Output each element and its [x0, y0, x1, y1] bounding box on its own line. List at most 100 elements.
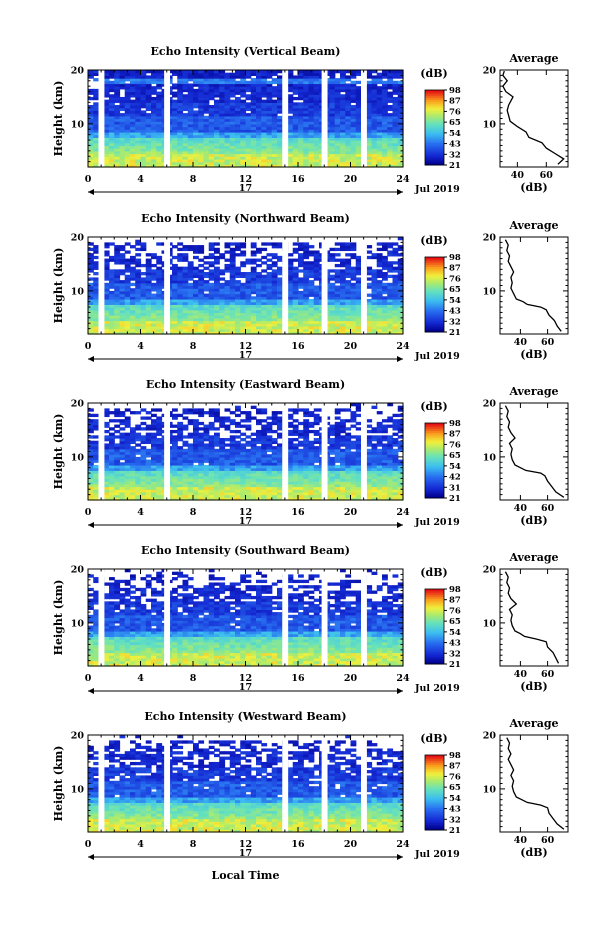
heatmap-cells	[88, 403, 404, 501]
x-tick-label: 20	[344, 673, 358, 684]
x-tick-label: 0	[85, 839, 92, 850]
profile-line	[504, 239, 562, 332]
panel-title: Echo Intensity (Vertical Beam)	[150, 45, 340, 58]
data-gap	[361, 237, 367, 334]
profile-x-tick-label: 40	[514, 835, 528, 846]
day-span-arrow	[397, 189, 403, 195]
x-tick-label: 20	[344, 839, 358, 850]
profile-x-label: (dB)	[520, 514, 547, 527]
data-gap	[98, 735, 105, 832]
panel-3: Echo Intensity (Eastward Beam) 0 4 8 12 16 20 2…	[52, 378, 569, 528]
y-tick-label: 10	[71, 286, 85, 297]
colorbar-tick-label: 21	[449, 328, 461, 338]
data-gap	[98, 569, 105, 666]
x-tick-label: 8	[190, 174, 197, 185]
profile-title: Average	[508, 717, 558, 730]
colorbar-tick-label: 87	[449, 596, 461, 606]
colorbar-tick-label: 87	[449, 430, 461, 440]
data-gap	[98, 237, 105, 334]
profile-x-tick-label: 40	[514, 503, 528, 514]
heatmap-cells	[88, 735, 404, 833]
x-tick-label: 4	[137, 507, 144, 518]
colorbar-tick-label: 65	[449, 285, 461, 295]
data-gap	[321, 403, 328, 500]
panel-title: Echo Intensity (Southward Beam)	[141, 544, 350, 557]
panel-5: Echo Intensity (Westward Beam) 0 4 8 12 16 20 2…	[52, 710, 569, 860]
x-tick-label: 16	[291, 839, 305, 850]
profile-x-label: (dB)	[520, 348, 547, 361]
day-span-arrow	[88, 356, 94, 362]
day-span-arrow	[88, 688, 94, 694]
profile-x-tick-label: 40	[514, 669, 528, 680]
x-tick-label: 12	[239, 507, 252, 518]
x-tick-label: 24	[396, 839, 410, 850]
profile-x-tick-label: 40	[511, 170, 525, 181]
y-tick-label: 10	[71, 784, 85, 795]
panel-4: Echo Intensity (Southward Beam) 0 4 8 12 16 20…	[52, 544, 569, 694]
date-label: Jul 2019	[414, 184, 460, 195]
panel-title: Echo Intensity (Eastward Beam)	[146, 378, 345, 391]
x-tick-label: 24	[396, 341, 410, 352]
profile-x-label: (dB)	[520, 181, 547, 194]
day-label: 17	[239, 516, 252, 527]
colorbar-tick-label: 54	[449, 296, 461, 306]
colorbar-tick-label: 65	[449, 451, 461, 461]
colorbar-tick-label: 32	[449, 150, 461, 160]
y-axis-label: Height (km)	[52, 580, 65, 656]
profile-frame	[499, 402, 569, 501]
colorbar-tick-label: 32	[449, 815, 461, 825]
colorbar-frame	[424, 422, 445, 499]
colorbar-tick-label: 21	[449, 494, 461, 504]
profile-line	[504, 571, 560, 664]
day-label: 17	[239, 183, 252, 194]
profile-x-tick-label: 60	[541, 503, 555, 514]
profile-x-label: (dB)	[520, 846, 547, 859]
day-span-arrow	[88, 522, 94, 528]
colorbar-tick-label: 76	[449, 107, 461, 117]
colorbar-tick-label: 98	[449, 253, 461, 263]
profile-x-tick-label: 60	[540, 170, 554, 181]
profile-title: Average	[508, 52, 558, 65]
x-tick-label: 8	[190, 839, 197, 850]
profile-frame	[499, 568, 569, 667]
profile-y-tick-label: 10	[483, 452, 497, 463]
x-tick-label: 12	[239, 174, 252, 185]
colorbar-frame	[424, 588, 445, 665]
y-axis-label: Height (km)	[52, 746, 65, 822]
x-tick-label: 20	[344, 174, 358, 185]
colorbar-unit: (dB)	[420, 566, 447, 579]
x-tick-label: 16	[291, 673, 305, 684]
colorbar-tick-label: 98	[449, 585, 461, 595]
data-gap	[321, 237, 328, 334]
colorbar-tick-label: 98	[449, 86, 461, 96]
profile-title: Average	[508, 219, 558, 232]
profile-y-tick-label: 20	[483, 731, 497, 742]
x-axis-label: Local Time	[212, 869, 280, 882]
x-tick-label: 4	[137, 341, 144, 352]
data-gap	[321, 70, 328, 167]
panel-2: Echo Intensity (Northward Beam) 0 4 8 12 16 20…	[52, 212, 569, 362]
y-tick-label: 20	[71, 731, 85, 742]
profile-y-tick-label: 10	[483, 618, 497, 629]
profile-y-tick-label: 10	[483, 784, 497, 795]
x-tick-label: 0	[85, 341, 92, 352]
day-label: 17	[239, 350, 252, 361]
colorbar-tick-label: 76	[449, 440, 461, 450]
colorbar-tick-label: 98	[449, 751, 461, 761]
panel-title: Echo Intensity (Northward Beam)	[141, 212, 350, 225]
x-tick-label: 20	[344, 507, 358, 518]
colorbar-tick-label: 87	[449, 264, 461, 274]
colorbar-unit: (dB)	[420, 234, 447, 247]
day-span-arrow	[397, 522, 403, 528]
profile-y-tick-label: 10	[483, 119, 497, 130]
day-span-arrow	[88, 189, 94, 195]
x-tick-label: 4	[137, 174, 144, 185]
x-tick-label: 24	[396, 507, 410, 518]
profile-x-tick-label: 60	[541, 835, 555, 846]
x-tick-label: 20	[344, 341, 358, 352]
data-gap	[282, 569, 289, 666]
colorbar-tick-label: 43	[449, 805, 461, 815]
day-label: 17	[239, 848, 252, 859]
x-tick-label: 12	[239, 673, 252, 684]
